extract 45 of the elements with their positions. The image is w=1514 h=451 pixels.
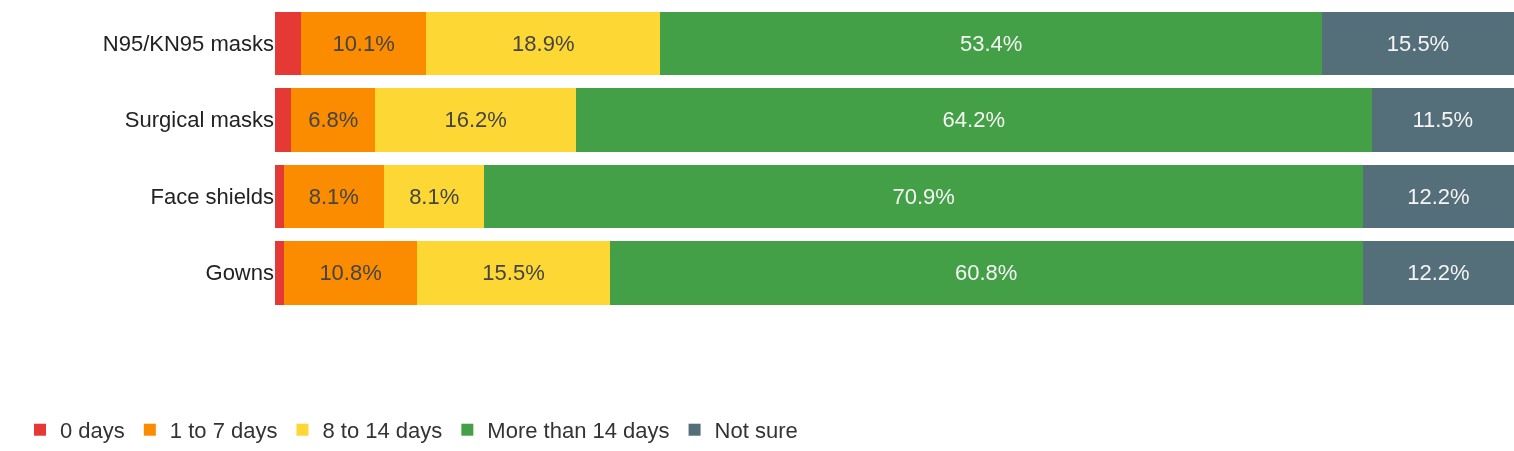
bar xyxy=(275,88,292,152)
bar xyxy=(283,241,418,305)
bar xyxy=(417,241,610,305)
bar xyxy=(384,164,485,228)
data-label: 16.2% xyxy=(444,107,507,133)
data-label: 64.2% xyxy=(942,107,1005,133)
data-label: 11.5% xyxy=(1412,107,1474,133)
bar xyxy=(275,241,284,305)
bar xyxy=(291,88,376,152)
bar xyxy=(1371,88,1514,152)
data-label: 70.9% xyxy=(892,183,955,209)
bar xyxy=(275,11,302,75)
bar xyxy=(301,11,427,75)
data-label: 15.5% xyxy=(482,260,545,286)
data-label: 15.5% xyxy=(1386,30,1450,56)
bar xyxy=(375,88,577,152)
y-tick-label: Surgical masks xyxy=(124,107,274,133)
data-label: 8.1% xyxy=(409,183,460,209)
bar xyxy=(576,88,1372,152)
bar xyxy=(609,241,1363,305)
bar xyxy=(484,164,1363,228)
legend-label: Not sure xyxy=(714,418,798,444)
y-tick-label: Face shields xyxy=(150,183,274,209)
data-label: 12.2% xyxy=(1407,183,1470,209)
legend-label: 8 to 14 days xyxy=(322,418,443,444)
bar xyxy=(1362,164,1514,228)
bar xyxy=(1321,11,1514,75)
data-label: 10.1% xyxy=(332,30,395,56)
data-label: 18.9% xyxy=(512,30,575,56)
data-label: 8.1% xyxy=(308,183,359,209)
y-tick-label: Gowns xyxy=(205,260,274,286)
bar xyxy=(283,164,385,228)
bar xyxy=(660,11,1322,75)
y-tick-label: N95/KN95 masks xyxy=(102,30,274,56)
data-label: 6.8% xyxy=(308,107,359,133)
bar xyxy=(1362,241,1514,305)
data-label: 10.8% xyxy=(319,260,382,286)
bar xyxy=(275,164,284,228)
legend-label: More than 14 days xyxy=(487,418,670,444)
bar xyxy=(426,11,661,75)
data-label: 53.4% xyxy=(959,30,1023,56)
data-label: 60.8% xyxy=(954,260,1018,286)
legend-label: 0 days xyxy=(60,418,125,444)
legend-label: 1 to 7 days xyxy=(169,418,278,444)
data-label: 12.2% xyxy=(1407,260,1470,286)
